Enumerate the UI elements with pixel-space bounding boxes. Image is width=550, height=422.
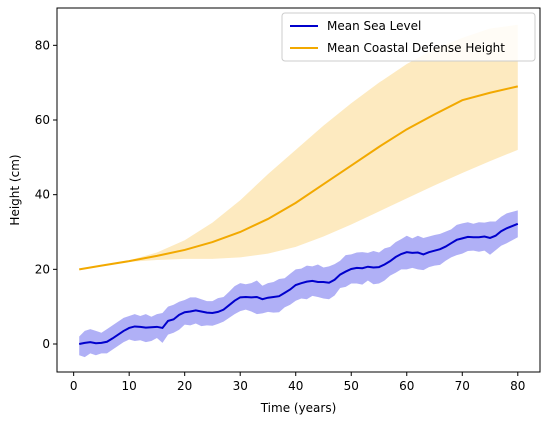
line-defense-height: [79, 85, 519, 271]
x-axis-ticks: 0 10 20 30 40 50 60 70 80: [70, 372, 525, 393]
legend-label-sea-level: Mean Sea Level: [327, 19, 421, 33]
y-tick-label: 20: [35, 262, 50, 276]
y-tick-label: 60: [35, 113, 50, 127]
x-tick-label: 60: [399, 379, 414, 393]
x-tick-label: 0: [70, 379, 78, 393]
plot-frame: [56, 7, 541, 373]
y-axis-label: Height (cm): [8, 154, 22, 225]
legend-label-defense-height: Mean Coastal Defense Height: [327, 41, 505, 55]
x-tick-label: 80: [510, 379, 525, 393]
series-lines: [79, 85, 519, 345]
y-tick-label: 80: [35, 38, 50, 52]
band-defense-height: [79, 24, 518, 270]
x-tick-label: 20: [177, 379, 192, 393]
x-tick-label: 50: [344, 379, 359, 393]
x-tick-label: 10: [122, 379, 137, 393]
line-sea-level: [79, 222, 519, 345]
x-tick-label: 70: [455, 379, 470, 393]
x-tick-label: 40: [288, 379, 303, 393]
x-tick-label: 30: [233, 379, 248, 393]
legend: Mean Sea Level Mean Coastal Defense Heig…: [281, 12, 536, 62]
y-tick-label: 40: [35, 188, 50, 202]
legend-box: [281, 12, 536, 62]
y-axis-ticks: 0 20 40 60 80: [35, 38, 57, 351]
y-tick-label: 0: [42, 337, 50, 351]
x-axis-label: Time (years): [260, 401, 337, 415]
